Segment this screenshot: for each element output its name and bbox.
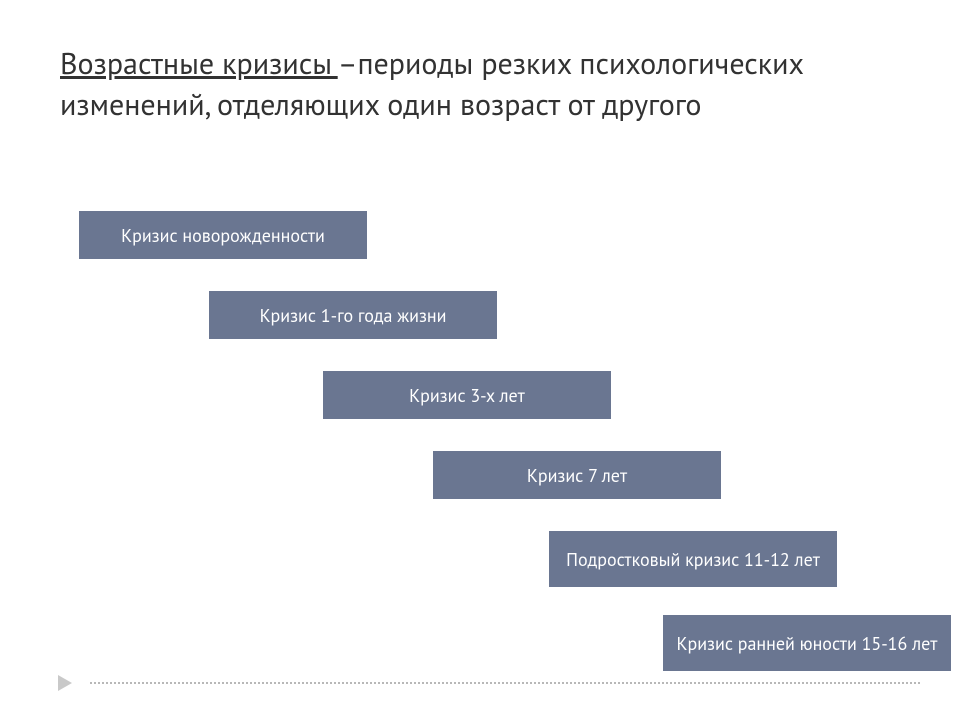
crisis-box-4: Подростковый кризис 11-12 лет [548, 530, 838, 588]
crisis-box-3: Кризис 7 лет [432, 450, 722, 500]
crisis-box-5: Кризис ранней юности 15-16 лет [662, 614, 952, 672]
crisis-box-0: Кризис новорожденности [78, 210, 368, 260]
footer-divider [90, 682, 920, 684]
footer-arrow-icon [58, 675, 72, 691]
slide-title: Возрастные кризисы –периоды резких психо… [60, 44, 880, 125]
slide: Возрастные кризисы –периоды резких психо… [0, 0, 960, 720]
crisis-box-1: Кризис 1-го года жизни [208, 290, 498, 340]
crisis-box-2: Кризис 3-х лет [322, 370, 612, 420]
title-underlined: Возрастные кризисы [60, 44, 338, 83]
